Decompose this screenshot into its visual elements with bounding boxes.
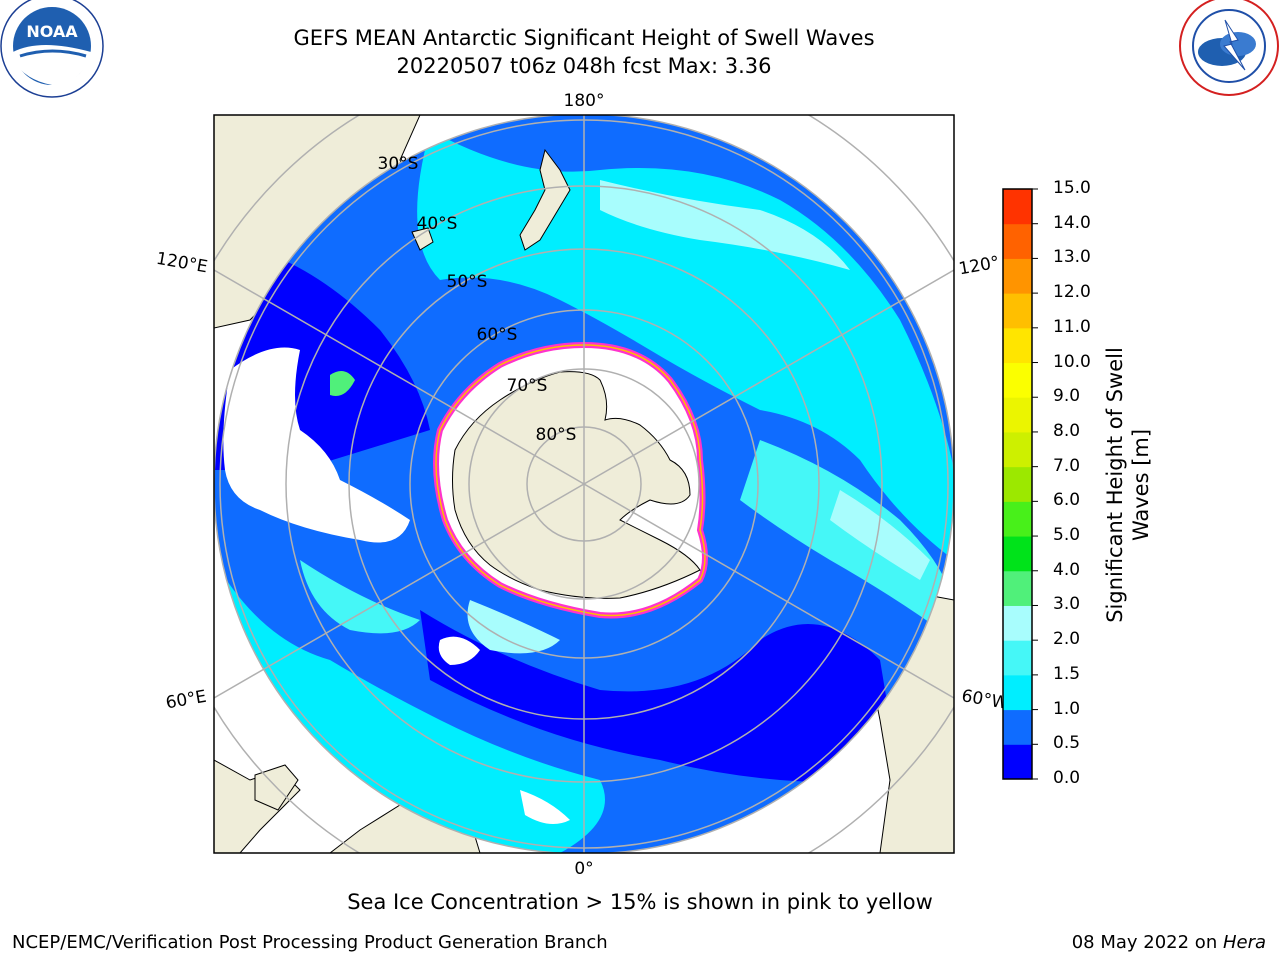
colorbar-segment [1003, 466, 1032, 502]
colorbar-tick-label: 9.0 [1053, 386, 1081, 407]
credit-date: 08 May 2022 on [1071, 932, 1223, 953]
lat-label-40s: 40°S [417, 214, 458, 234]
colorbar-tick-label: 13.0 [1053, 247, 1091, 268]
colorbar-segment [1003, 570, 1032, 606]
colorbar-tick-label: 7.0 [1053, 455, 1081, 476]
colorbar [1002, 188, 1038, 780]
colorbar-segment [1003, 431, 1032, 468]
plot-title-line2: 20220507 t06z 048h fcst Max: 3.36 [396, 54, 772, 78]
lon-label-120w: 120° [957, 253, 1001, 280]
colorbar-tick-label: 14.0 [1053, 212, 1091, 233]
colorbar-segment [1003, 223, 1032, 259]
colorbar-tick-label: 3.0 [1053, 594, 1081, 615]
colorbar-tick-label: 15.0 [1053, 178, 1091, 198]
colorbar-tick-label: 0.5 [1053, 733, 1081, 754]
noaa-logo: NOAA [0, 0, 104, 98]
colorbar-segment [1003, 536, 1032, 572]
colorbar-frame [1002, 188, 1033, 780]
map-area [214, 115, 954, 853]
lon-label-0: 0° [574, 859, 593, 879]
colorbar-segment [1003, 362, 1032, 398]
colorbar-title-line2: Waves [m] [1129, 428, 1153, 542]
colorbar-segment [1003, 327, 1032, 364]
colorbar-tick-label: 10.0 [1053, 351, 1091, 372]
credit-right: 08 May 2022 on Hera [1072, 932, 1266, 953]
colorbar-segment [1003, 189, 1032, 225]
colorbar-tick-label: 1.0 [1053, 698, 1081, 719]
colorbar-segment [1003, 709, 1032, 745]
colorbar-segment [1003, 674, 1032, 711]
map-frame [213, 114, 955, 854]
colorbar-tick-label: 1.5 [1053, 663, 1081, 684]
lat-label-50s: 50°S [447, 272, 488, 292]
lat-label-80s: 80°S [536, 425, 577, 445]
colorbar-segment [1003, 744, 1032, 780]
credit-machine: Hera [1222, 932, 1266, 953]
colorbar-tick-label: 2.0 [1053, 629, 1081, 650]
plot-title-line1: GEFS MEAN Antarctic Significant Height o… [293, 26, 875, 50]
colorbar-tick-label: 12.0 [1053, 282, 1091, 303]
colorbar-segment [1003, 397, 1032, 433]
sea-ice-note: Sea Ice Concentration > 15% is shown in … [347, 890, 933, 914]
colorbar-segment [1003, 640, 1032, 676]
colorbar-tick-label: 6.0 [1053, 490, 1081, 511]
lon-label-180: 180° [564, 91, 605, 111]
colorbar-segment [1003, 605, 1032, 641]
graticule [214, 115, 954, 853]
lat-label-70s: 70°S [507, 376, 548, 396]
colorbar-segment [1003, 258, 1032, 294]
colorbar-segment [1003, 293, 1032, 329]
credit-left: NCEP/EMC/Verification Post Processing Pr… [12, 932, 608, 953]
nws-logo [1179, 0, 1279, 96]
lon-label-120e: 120°E [155, 249, 209, 278]
colorbar-segment [1003, 501, 1032, 537]
colorbar-tick-label: 5.0 [1053, 525, 1081, 546]
lat-label-60s: 60°S [477, 325, 518, 345]
colorbar-tick-label: 11.0 [1053, 316, 1091, 337]
colorbar-title-line1: Significant Height of Swell [1103, 347, 1127, 623]
antarctica [452, 371, 701, 599]
colorbar-tick-label: 4.0 [1053, 559, 1081, 580]
colorbar-tick-label: 0.0 [1053, 768, 1081, 788]
noaa-logo-text: NOAA [26, 22, 78, 41]
colorbar-tick-label: 8.0 [1053, 420, 1081, 441]
new-zealand [519, 148, 571, 251]
lat-label-30s: 30°S [378, 154, 419, 174]
lon-label-60e: 60°E [164, 687, 208, 714]
